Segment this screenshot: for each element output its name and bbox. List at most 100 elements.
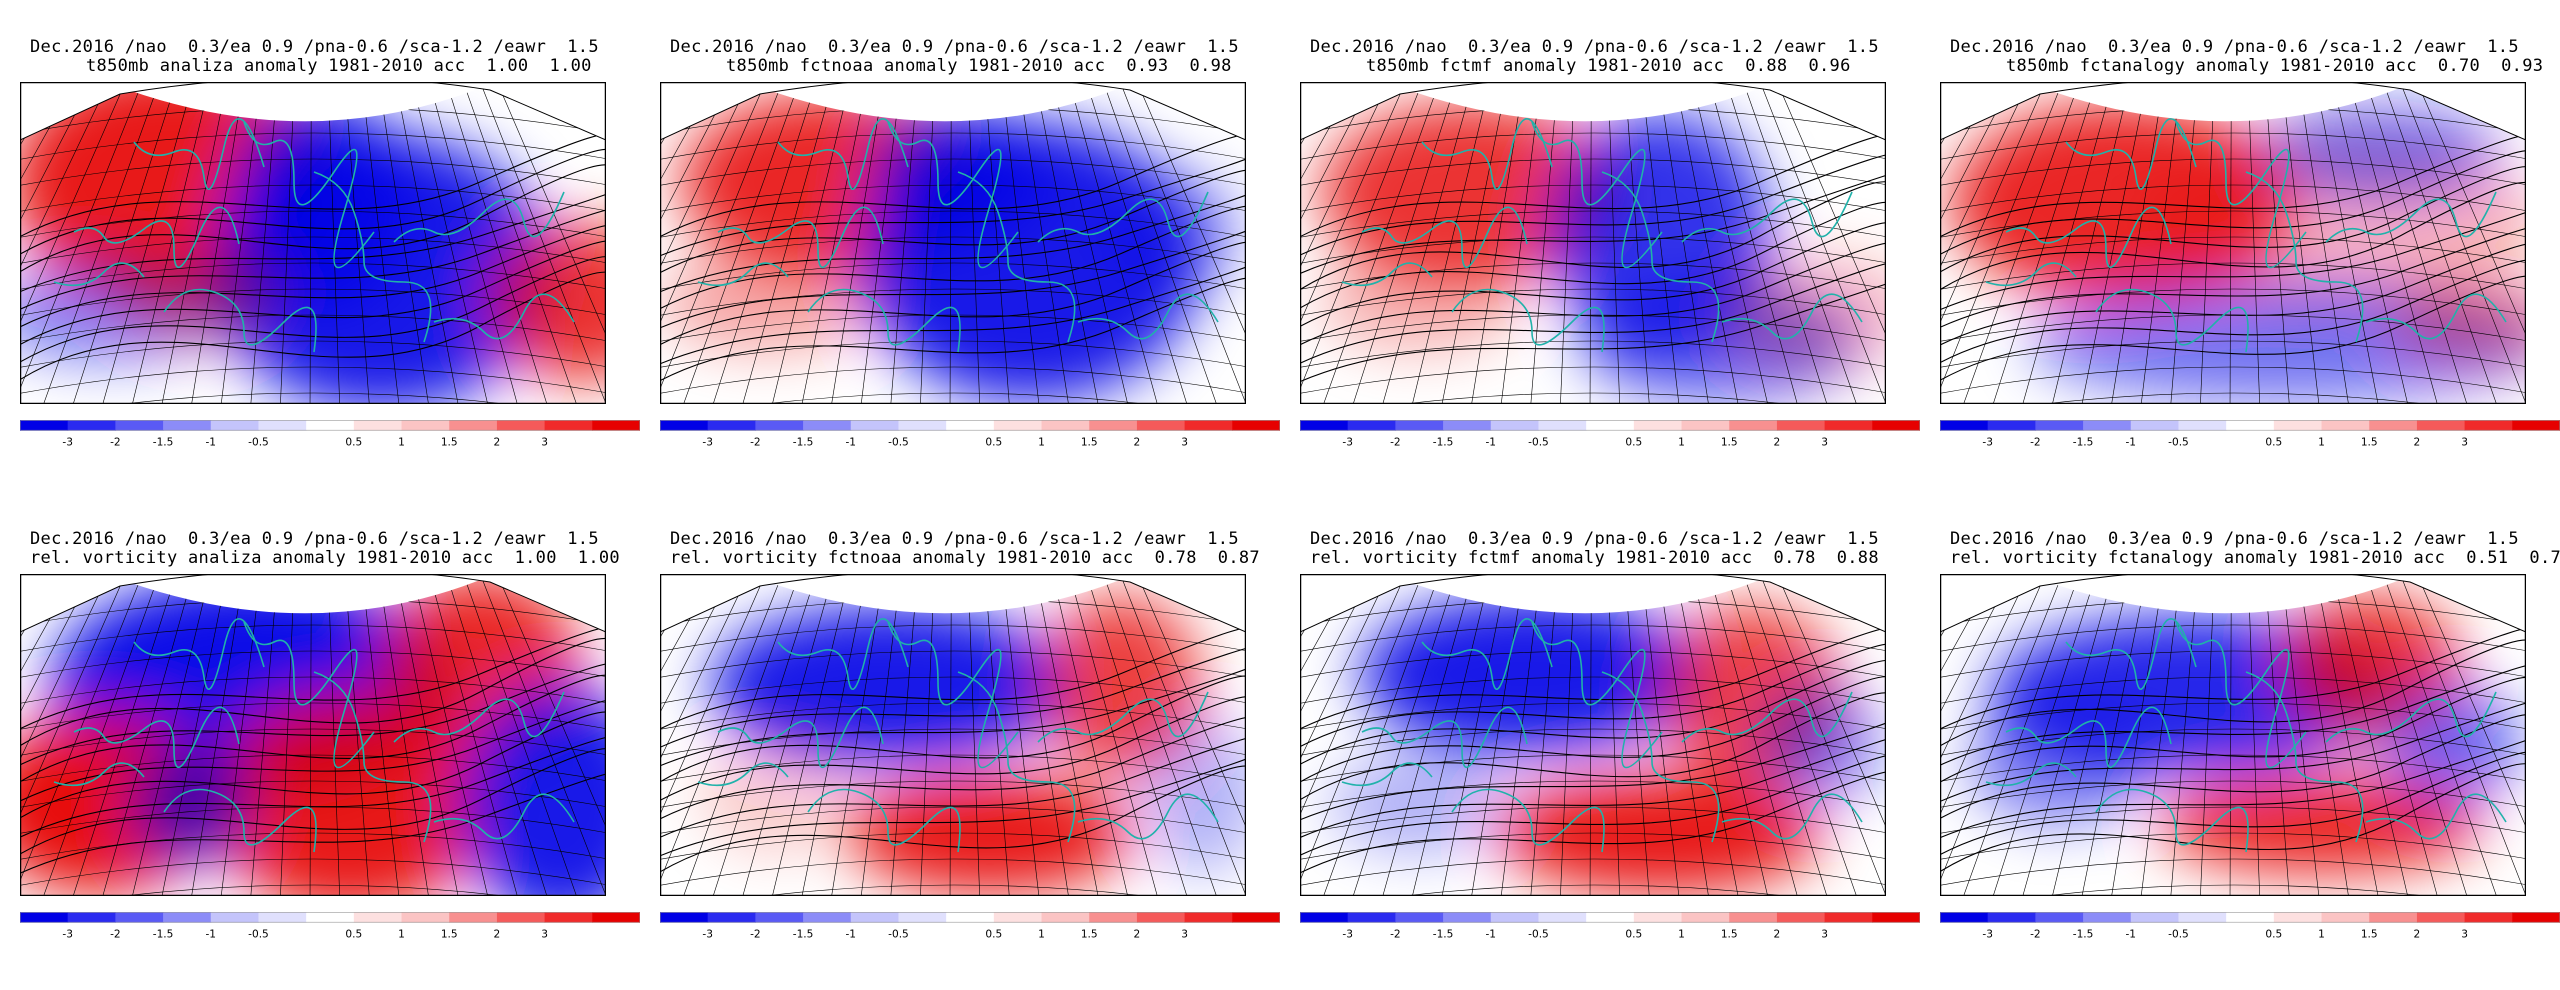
anomaly-field — [660, 84, 1246, 404]
map-panel: Dec.2016 /nao 0.3/ea 0.9 /pna-0.6 /sca-1… — [1300, 530, 1920, 990]
colorbar-tick-label: 0.5 — [345, 437, 362, 449]
colorbar-swatch — [946, 420, 995, 431]
colorbar-swatch — [2369, 420, 2418, 431]
colorbar-swatch — [592, 912, 640, 923]
colorbar-swatch — [1300, 420, 1349, 431]
colorbar-swatch — [258, 912, 307, 923]
colorbar-swatch — [496, 912, 546, 923]
colorbar-tick-label: 1.5 — [2361, 929, 2378, 941]
map-panel: Dec.2016 /nao 0.3/ea 0.9 /pna-0.6 /sca-1… — [1940, 38, 2560, 498]
colorbar-tick-label: -1 — [1485, 929, 1496, 941]
projection-edge — [660, 574, 1246, 633]
colorbar-swatch — [898, 420, 947, 431]
colorbar: -3 -2 -1.5 -1 -0.5 0.5 1 1.5 2 3 — [1940, 420, 2560, 449]
panel-title: Dec.2016 /nao 0.3/ea 0.9 /pna-0.6 /sca-1… — [1310, 530, 1879, 568]
panel-title-line2: rel. vorticity fctnoaa anomaly 1981-2010… — [670, 548, 1260, 568]
colorbar-swatch — [2512, 912, 2560, 923]
contour-lines — [1300, 623, 1886, 879]
projection-edge — [20, 574, 606, 633]
colorbar-swatch — [1824, 420, 1873, 431]
colorbar-tick-label: 1.5 — [1081, 929, 1098, 941]
colorbar-swatch — [850, 912, 899, 923]
map-plot — [1300, 574, 1886, 896]
panel-title-line2: t850mb fctmf anomaly 1981-2010 acc 0.88 … — [1366, 56, 1851, 76]
colorbar-swatch — [1872, 912, 1920, 923]
colorbar-tick-label: -1.5 — [793, 929, 814, 941]
anomaly-region — [1140, 714, 1246, 874]
colorbar-tick-label: -1 — [1485, 437, 1496, 449]
colorbar-swatch — [1136, 912, 1186, 923]
contour-lines — [1940, 623, 2526, 879]
colorbar-swatch — [1940, 912, 1989, 923]
colorbar-swatch — [1824, 912, 1873, 923]
colorbar-tick-label: -3 — [62, 929, 73, 941]
colorbar-swatch — [2416, 420, 2466, 431]
panel-title-line1: Dec.2016 /nao 0.3/ea 0.9 /pna-0.6 /sca-1… — [1310, 529, 1879, 549]
colorbar-swatch — [850, 420, 899, 431]
colorbar-swatch — [755, 912, 804, 923]
colorbar-tick-label: 0.5 — [2265, 929, 2282, 941]
panel-title-line2: t850mb fctnoaa anomaly 1981-2010 acc 0.9… — [726, 56, 1232, 76]
colorbar-tick-label: 1.5 — [441, 437, 458, 449]
colorbar-tick-label: -3 — [1982, 437, 1993, 449]
map-plot — [1940, 82, 2526, 404]
colorbar-swatch — [306, 912, 355, 923]
colorbar-tick-label: 0.5 — [985, 437, 1002, 449]
anomaly-region — [1720, 252, 1886, 372]
panel-title: Dec.2016 /nao 0.3/ea 0.9 /pna-0.6 /sca-1… — [1310, 38, 1879, 76]
colorbar-swatch — [803, 420, 852, 431]
colorbar-tick-label: -1.5 — [1433, 929, 1454, 941]
colorbar-tick-label: 2 — [1134, 929, 1141, 941]
colorbar-swatch — [1940, 420, 1989, 431]
colorbar-swatch — [1041, 912, 1090, 923]
colorbar-swatch — [2273, 420, 2323, 431]
colorbar-swatch — [401, 420, 450, 431]
colorbar-tick-label: -3 — [702, 929, 713, 941]
colorbar: -3 -2 -1.5 -1 -0.5 0.5 1 1.5 2 3 — [660, 912, 1280, 941]
colorbar-swatch — [163, 420, 212, 431]
colorbar-swatch — [115, 420, 164, 431]
colorbar-swatch — [67, 420, 116, 431]
colorbar-swatch — [163, 912, 212, 923]
colorbar-swatch — [1776, 420, 1826, 431]
colorbar-tick-label: -0.5 — [1528, 437, 1549, 449]
projection-edge — [20, 82, 606, 141]
panel-title: Dec.2016 /nao 0.3/ea 0.9 /pna-0.6 /sca-1… — [1950, 38, 2543, 76]
map-frame — [660, 574, 1246, 896]
colorbar-swatch — [20, 420, 69, 431]
map-frame — [20, 574, 606, 896]
colorbar-swatch — [258, 420, 307, 431]
colorbar-tick-label: -1.5 — [793, 437, 814, 449]
colorbar-swatch — [803, 912, 852, 923]
colorbar-swatch — [1347, 912, 1396, 923]
anomaly-region — [1360, 594, 1700, 754]
panel-title-line1: Dec.2016 /nao 0.3/ea 0.9 /pna-0.6 /sca-1… — [30, 37, 599, 57]
anomaly-region — [1040, 594, 1200, 774]
colorbar-swatch — [1586, 420, 1635, 431]
colorbar-swatch — [2226, 420, 2275, 431]
map-frame — [1300, 574, 1886, 896]
colorbar-tick-label: 3 — [1181, 929, 1188, 941]
colorbar-swatch — [1232, 912, 1280, 923]
map-panel: Dec.2016 /nao 0.3/ea 0.9 /pna-0.6 /sca-1… — [20, 38, 640, 498]
colorbar-tick-label: 0.5 — [985, 929, 1002, 941]
colorbar-swatch — [2369, 912, 2418, 923]
colorbar-tick-label: -0.5 — [2168, 437, 2189, 449]
colorbar-tick-label: 2 — [2414, 437, 2421, 449]
colorbar-swatch — [2416, 912, 2466, 923]
colorbar-swatch — [1136, 420, 1186, 431]
colorbar-tick-label: -2 — [110, 437, 121, 449]
panel-title-line1: Dec.2016 /nao 0.3/ea 0.9 /pna-0.6 /sca-1… — [1950, 37, 2519, 57]
coastlines — [1985, 118, 2507, 353]
colorbar-swatch — [1089, 420, 1138, 431]
colorbar-swatch — [1729, 912, 1778, 923]
panel-title: Dec.2016 /nao 0.3/ea 0.9 /pna-0.6 /sca-1… — [1950, 530, 2560, 568]
colorbar-swatch — [1041, 420, 1090, 431]
colorbar-swatch — [2226, 912, 2275, 923]
colorbar-tick-label: 1 — [2318, 929, 2325, 941]
colorbar-swatch — [401, 912, 450, 923]
panel-title: Dec.2016 /nao 0.3/ea 0.9 /pna-0.6 /sca-1… — [30, 530, 620, 568]
colorbar: -3 -2 -1.5 -1 -0.5 0.5 1 1.5 2 3 — [1940, 912, 2560, 941]
colorbar-tick-label: -1 — [2125, 437, 2136, 449]
colorbar: -3 -2 -1.5 -1 -0.5 0.5 1 1.5 2 3 — [1300, 420, 1920, 449]
